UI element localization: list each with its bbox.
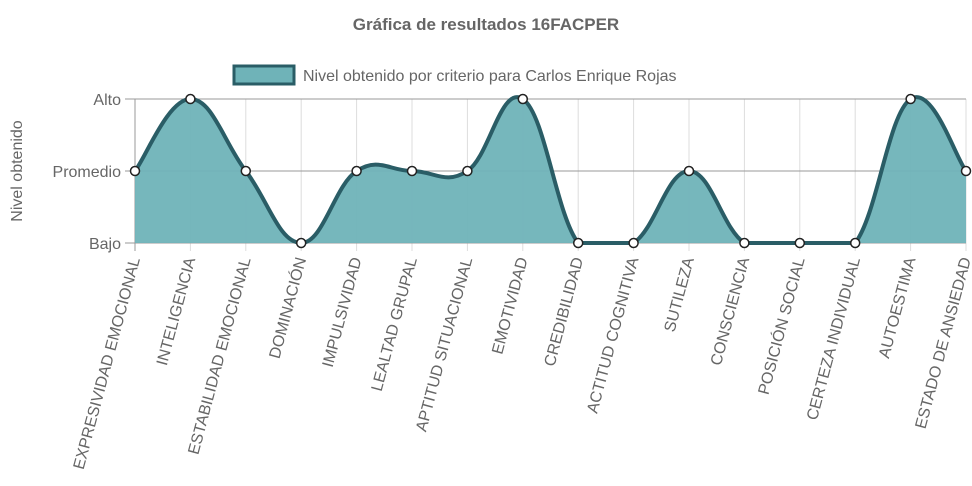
point [794, 237, 806, 249]
x-tick-label: EMOTIVIDAD [489, 256, 531, 357]
x-tick-label: APTITUD SITUACIONAL [413, 256, 476, 434]
x-tick-label: ACTITUD COGNITIVA [584, 255, 642, 415]
x-tick-label: DOMINACIÓN [265, 255, 310, 360]
x-tick-label: IMPULSIVIDAD [320, 256, 366, 369]
point [683, 165, 695, 177]
x-tick-label: AUTOESTIMA [876, 255, 919, 360]
y-tick-label: Alto [93, 92, 121, 109]
x-tick-label: CREDIBILIDAD [542, 256, 587, 369]
point [905, 93, 916, 105]
x-tick-label: SUTILEZA [662, 255, 698, 334]
point [129, 165, 141, 177]
point [351, 165, 362, 177]
point [240, 165, 252, 177]
legend-label: Nivel obtenido por criterio para Carlos … [303, 68, 677, 85]
x-tick-label: LEALTAD GRUPAL [369, 256, 421, 394]
y-tick-label: Promedio [53, 164, 122, 181]
x-tick-label: INTELIGENCIA [154, 255, 199, 367]
x-tick-label: POSICIÓN SOCIAL [754, 255, 809, 397]
point [960, 165, 972, 177]
point [295, 237, 307, 249]
x-tick-label: ESTABILIDAD EMOCIONAL [186, 256, 255, 457]
point [739, 237, 750, 249]
x-tick-label: CERTEZA INDIVIDUAL [804, 256, 864, 423]
point [517, 93, 529, 105]
point [572, 237, 584, 249]
point [185, 93, 196, 105]
x-tick-label: ESTADO DE ANSIEDAD [913, 256, 972, 431]
chart-title: Gráfica de resultados 16FACPER [353, 15, 619, 34]
point [849, 237, 861, 249]
point [406, 165, 418, 177]
legend-swatch [232, 64, 296, 86]
point [628, 237, 639, 249]
y-tick-label: Bajo [89, 236, 121, 253]
y-axis-title: Nivel obtenido [9, 120, 26, 222]
line [133, 95, 968, 246]
x-tick-label: CONSCIENCIA [708, 255, 753, 367]
x-tick-label: EXPRESIVIDAD EMOCIONAL [71, 256, 144, 472]
point [462, 165, 473, 177]
